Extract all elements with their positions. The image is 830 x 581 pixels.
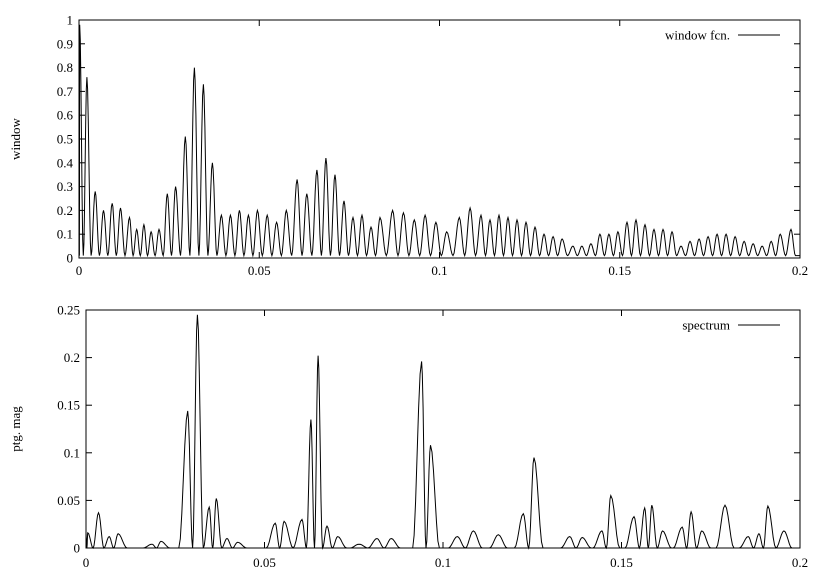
y-axis-label: ptg. mag	[8, 406, 23, 452]
y-tick-label: 0.5	[57, 132, 73, 147]
y-axis-label: window	[8, 117, 23, 160]
legend-label: spectrum	[682, 318, 730, 333]
x-tick-label: 0.05	[248, 263, 271, 278]
plot-frame	[78, 19, 801, 259]
y-tick-label: 0.25	[57, 303, 80, 318]
y-tick-label: 0.3	[57, 179, 73, 194]
y-tick-label: 0.7	[57, 84, 74, 99]
y-tick-label: 0.4	[57, 155, 74, 170]
y-tick-label: 0.2	[57, 203, 73, 218]
x-tick-label: 0.05	[253, 555, 276, 570]
x-tick-label: 0.2	[792, 555, 808, 570]
y-tick-label: 0.2	[64, 350, 80, 365]
y-tick-label: 0	[74, 541, 81, 556]
y-tick-label: 0.9	[57, 36, 73, 51]
legend-label: window fcn.	[665, 28, 730, 43]
plot-frame	[85, 309, 801, 549]
x-tick-label: 0.15	[608, 263, 631, 278]
series-line	[78, 24, 800, 258]
y-tick-label: 0	[67, 251, 74, 266]
x-tick-label: 0.1	[435, 555, 451, 570]
y-tick-label: 0.1	[57, 227, 73, 242]
series-line	[85, 314, 800, 550]
x-tick-label: 0.15	[610, 555, 633, 570]
y-tick-label: 0.05	[57, 493, 80, 508]
window-panel: 0 0.1 0.2 0.3 0.4 0.5 0.6 0.7 0.8 0.9 1 0 0.05 0.1 0.1…	[8, 13, 808, 279]
x-tick-label: 0	[76, 263, 83, 278]
y-tick-label: 0.6	[57, 108, 74, 123]
x-tick-label: 0	[83, 555, 90, 570]
y-tick-label: 0.8	[57, 60, 73, 75]
spectrum-panel: 0 0.05 0.1 0.15 0.2 0.25 0 0.05 0.1 0.15 0.2 ptg. m…	[8, 303, 808, 571]
x-tick-label: 0.1	[431, 263, 447, 278]
x-tick-label: 0.2	[792, 263, 808, 278]
y-tick-label: 0.1	[64, 445, 80, 460]
y-tick-label: 0.15	[57, 398, 80, 413]
y-tick-label: 1	[67, 13, 74, 28]
